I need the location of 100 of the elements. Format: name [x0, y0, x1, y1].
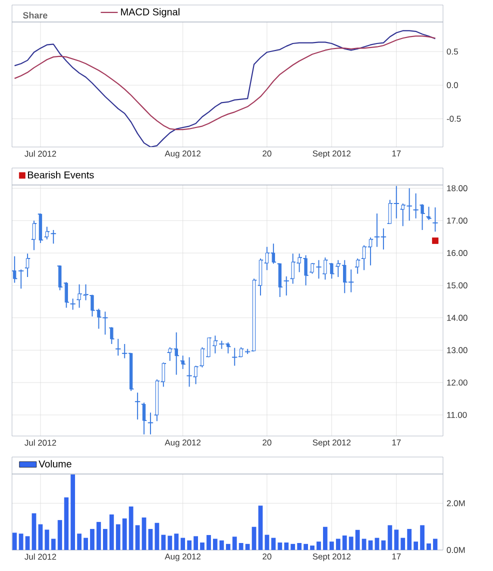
- bar: [122, 518, 127, 550]
- bar: [180, 538, 186, 550]
- bar: [194, 536, 198, 550]
- bar: [336, 538, 340, 550]
- bar: [407, 528, 412, 550]
- bar: [329, 542, 334, 550]
- bar: [290, 544, 296, 550]
- y-tick-label: -0.5: [446, 116, 461, 122]
- y-tick-label: 13.00: [447, 347, 468, 354]
- x-tick-label: Aug 2012: [164, 150, 201, 158]
- bar: [323, 526, 328, 550]
- bar: [77, 534, 82, 550]
- bar: [232, 536, 237, 550]
- bar: [168, 536, 172, 550]
- y-tick-label: 0.0M: [446, 547, 465, 553]
- bar: [12, 532, 17, 550]
- y-tick-label: 14.00: [447, 314, 468, 321]
- bar: [245, 544, 250, 550]
- y-tick-label: 17.00: [447, 218, 468, 224]
- bar: [142, 517, 146, 550]
- bar: [388, 525, 392, 550]
- bar: [420, 525, 424, 550]
- x-tick-label: Sept 2012: [312, 150, 351, 158]
- bar: [271, 538, 276, 550]
- bar: [44, 530, 50, 550]
- bar: [381, 540, 386, 550]
- bar: [400, 538, 406, 550]
- x-tick-label: Aug 2012: [164, 440, 201, 448]
- y-tick-label: 15.00: [447, 282, 468, 288]
- bar: [433, 538, 438, 550]
- bar: [109, 514, 114, 550]
- bar: [374, 538, 380, 550]
- bar: [316, 542, 321, 550]
- x-tick-label: 20: [262, 150, 272, 157]
- bar: [38, 524, 43, 550]
- bar: [135, 525, 140, 550]
- bar: [128, 506, 134, 550]
- bar: [226, 544, 230, 550]
- y-tick-label: 12.00: [447, 380, 468, 386]
- bar: [90, 528, 94, 550]
- bar: [102, 528, 108, 550]
- x-tick-label: Jul 2012: [24, 440, 56, 446]
- bar: [51, 538, 56, 550]
- bar: [64, 497, 69, 550]
- legend-label: Volume: [38, 460, 72, 468]
- bar: [348, 536, 354, 550]
- y-tick-label: 0.5: [446, 48, 458, 55]
- x-tick-label: 20: [262, 554, 272, 560]
- y-tick-label: 16.00: [447, 250, 468, 256]
- bar: [284, 542, 289, 550]
- bar: [154, 522, 160, 550]
- bar: [32, 513, 36, 550]
- bar: [161, 534, 166, 550]
- bar: [368, 540, 373, 550]
- x-tick-label: Sept 2012: [312, 440, 351, 448]
- bar: [414, 542, 418, 550]
- y-tick-label: 0.0: [446, 82, 458, 88]
- bar: [278, 542, 282, 550]
- bar: [342, 536, 347, 550]
- bar: [148, 528, 153, 550]
- bar: [206, 535, 211, 550]
- bar: [362, 538, 366, 550]
- bar: [25, 536, 30, 550]
- x-tick-label: Jul 2012: [24, 150, 56, 157]
- y-tick-label: 11.00: [447, 412, 467, 418]
- bar: [394, 530, 399, 550]
- candlestick: [38, 212, 42, 244]
- bar: [264, 534, 270, 550]
- bar: [174, 534, 179, 550]
- bar: [96, 522, 101, 550]
- bar: [310, 546, 314, 550]
- y-tick-label: 2.0M: [446, 500, 465, 506]
- legend-label: MACD Signal: [121, 8, 180, 18]
- bar: [238, 542, 244, 550]
- candlestick: [252, 278, 256, 352]
- bar: [84, 538, 88, 550]
- bar: [116, 524, 120, 550]
- bar: [200, 542, 204, 550]
- x-tick-label: 17: [392, 440, 401, 446]
- bar: [18, 534, 24, 550]
- bar: [355, 530, 360, 550]
- bar: [58, 520, 62, 550]
- x-tick-label: 17: [392, 150, 401, 156]
- y-tick-label: 18.00: [447, 185, 468, 192]
- bar: [219, 540, 224, 550]
- candlestick: [129, 352, 133, 392]
- text: Share: [23, 12, 48, 18]
- bar: [70, 474, 76, 550]
- bar: [252, 526, 256, 550]
- bar: [426, 543, 431, 550]
- x-tick-label: Jul 2012: [24, 554, 56, 560]
- x-tick-label: Aug 2012: [164, 554, 201, 562]
- bar: [213, 538, 218, 550]
- bar: [187, 540, 192, 550]
- candlestick: [239, 346, 243, 358]
- bar: [258, 506, 263, 550]
- bar: [304, 544, 308, 550]
- x-tick-label: 17: [392, 554, 401, 560]
- x-tick-label: 20: [262, 440, 272, 446]
- x-tick-label: Sept 2012: [312, 554, 351, 562]
